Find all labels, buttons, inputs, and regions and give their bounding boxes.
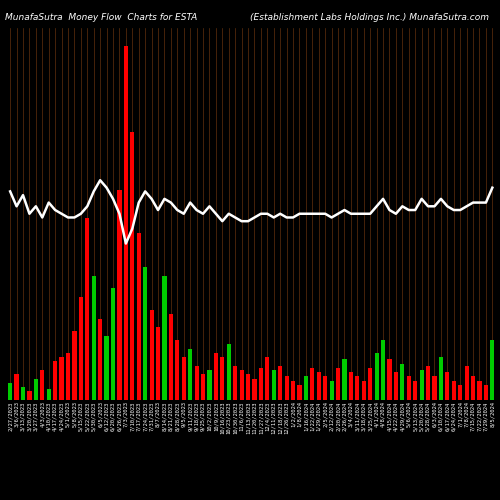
Bar	[162, 276, 166, 400]
Bar	[291, 380, 295, 400]
Bar	[175, 340, 180, 400]
Bar	[471, 376, 475, 400]
Bar	[400, 364, 404, 400]
Bar	[85, 218, 89, 400]
Bar	[330, 380, 334, 400]
Bar	[194, 366, 198, 400]
Text: (Establishment Labs Holdings Inc.) MunafaSutra.com: (Establishment Labs Holdings Inc.) Munaf…	[250, 12, 489, 22]
Bar	[394, 372, 398, 400]
Bar	[60, 357, 64, 400]
Bar	[136, 232, 141, 400]
Bar	[130, 132, 134, 400]
Bar	[53, 362, 57, 400]
Bar	[368, 368, 372, 400]
Bar	[310, 368, 314, 400]
Bar	[374, 353, 378, 400]
Bar	[316, 372, 321, 400]
Bar	[156, 327, 160, 400]
Bar	[226, 344, 231, 400]
Bar	[28, 392, 32, 400]
Bar	[34, 378, 38, 400]
Bar	[214, 353, 218, 400]
Bar	[72, 332, 76, 400]
Bar	[188, 348, 192, 400]
Bar	[98, 318, 102, 400]
Bar	[66, 353, 70, 400]
Bar	[240, 370, 244, 400]
Bar	[46, 390, 51, 400]
Bar	[406, 376, 411, 400]
Bar	[272, 370, 276, 400]
Bar	[349, 372, 353, 400]
Bar	[8, 383, 12, 400]
Bar	[478, 380, 482, 400]
Bar	[304, 376, 308, 400]
Bar	[362, 380, 366, 400]
Bar	[342, 360, 346, 400]
Bar	[381, 340, 385, 400]
Bar	[143, 267, 148, 400]
Bar	[233, 366, 237, 400]
Bar	[298, 385, 302, 400]
Bar	[484, 385, 488, 400]
Bar	[388, 360, 392, 400]
Bar	[446, 372, 450, 400]
Bar	[182, 357, 186, 400]
Bar	[432, 376, 436, 400]
Bar	[284, 376, 288, 400]
Bar	[458, 385, 462, 400]
Bar	[118, 190, 122, 400]
Bar	[246, 374, 250, 400]
Bar	[452, 380, 456, 400]
Bar	[111, 288, 115, 400]
Bar	[79, 297, 83, 400]
Bar	[413, 380, 418, 400]
Bar	[21, 387, 25, 400]
Bar	[104, 336, 108, 400]
Bar	[169, 314, 173, 400]
Bar	[323, 376, 328, 400]
Bar	[220, 357, 224, 400]
Bar	[426, 366, 430, 400]
Bar	[252, 378, 256, 400]
Bar	[439, 357, 443, 400]
Bar	[92, 276, 96, 400]
Bar	[259, 368, 263, 400]
Bar	[150, 310, 154, 400]
Text: MunafaSutra  Money Flow  Charts for ESTA: MunafaSutra Money Flow Charts for ESTA	[5, 12, 197, 22]
Bar	[490, 340, 494, 400]
Bar	[464, 366, 468, 400]
Bar	[420, 370, 424, 400]
Bar	[40, 370, 44, 400]
Bar	[336, 368, 340, 400]
Bar	[265, 357, 270, 400]
Bar	[355, 376, 360, 400]
Bar	[278, 366, 282, 400]
Bar	[124, 46, 128, 400]
Bar	[201, 374, 205, 400]
Bar	[14, 374, 18, 400]
Bar	[208, 370, 212, 400]
